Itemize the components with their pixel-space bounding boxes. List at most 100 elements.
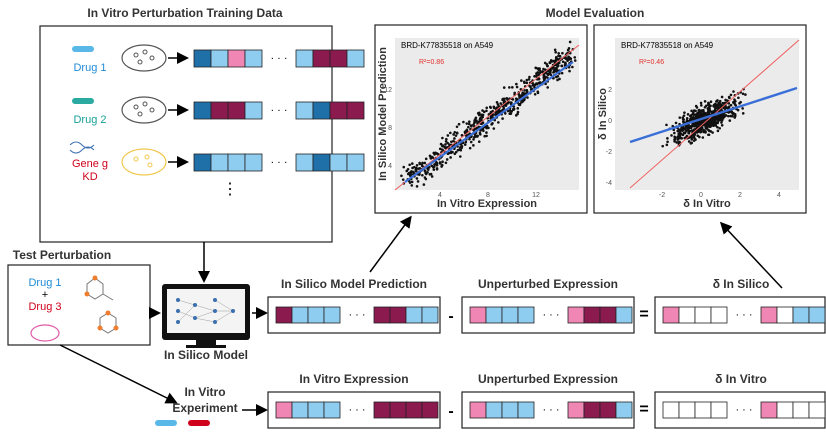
x-axis-label: In Vitro Expression <box>437 198 537 210</box>
cell <box>329 49 348 68</box>
point <box>543 61 547 65</box>
cell <box>291 401 309 419</box>
vector-label: In Silico Model Prediction <box>281 277 427 291</box>
cell <box>694 306 712 324</box>
point <box>730 110 734 113</box>
cell <box>792 306 810 324</box>
cell <box>808 306 826 324</box>
vector-label: Unperturbed Expression <box>478 277 618 291</box>
cell <box>599 401 617 419</box>
point <box>703 100 707 103</box>
point <box>685 134 689 138</box>
point <box>568 69 571 73</box>
point <box>535 73 538 77</box>
point <box>544 71 548 75</box>
point <box>475 120 478 123</box>
point <box>409 174 412 178</box>
point <box>666 140 669 144</box>
point <box>704 104 708 108</box>
point <box>444 161 448 165</box>
point <box>732 101 736 105</box>
point <box>426 171 429 174</box>
point <box>736 108 740 112</box>
ellipsis: · · · <box>270 104 287 116</box>
point <box>517 103 521 106</box>
point <box>685 116 689 120</box>
point <box>456 148 460 152</box>
cell <box>291 306 309 324</box>
point <box>435 167 439 171</box>
point <box>685 126 689 129</box>
cell <box>615 401 633 419</box>
point <box>501 117 504 120</box>
point <box>536 67 540 70</box>
cell <box>295 153 314 172</box>
point <box>453 130 457 134</box>
point <box>446 134 450 137</box>
point <box>695 106 699 109</box>
plot-panel <box>395 38 579 190</box>
point <box>724 98 727 102</box>
experiment-label: Experiment <box>172 401 237 415</box>
point <box>741 107 744 110</box>
point <box>463 130 467 134</box>
cell <box>405 401 423 419</box>
point <box>690 138 694 141</box>
point <box>563 63 567 67</box>
point <box>515 85 519 89</box>
point <box>406 172 410 176</box>
point <box>525 81 529 85</box>
point <box>689 124 693 128</box>
y-tick-label: -4 <box>606 180 612 187</box>
point <box>689 126 693 130</box>
point <box>422 183 426 186</box>
cell <box>776 306 794 324</box>
point <box>405 169 409 173</box>
point <box>502 86 506 89</box>
point <box>453 137 456 140</box>
point <box>462 120 465 124</box>
point <box>526 96 529 99</box>
point <box>451 150 454 154</box>
ellipsis: · · · <box>348 404 365 416</box>
point <box>665 143 669 147</box>
cell <box>312 101 331 120</box>
point <box>472 138 475 141</box>
point <box>534 66 537 70</box>
cell <box>295 49 314 68</box>
point <box>509 101 513 104</box>
point <box>556 78 559 82</box>
point <box>445 158 449 161</box>
point <box>687 132 691 135</box>
point <box>678 116 682 119</box>
point <box>676 129 680 133</box>
point <box>738 102 741 105</box>
gene-label: Gene g <box>72 158 108 170</box>
vector-label: In Vitro Expression <box>299 372 408 386</box>
point <box>528 84 531 88</box>
point <box>440 163 444 167</box>
point <box>525 90 529 93</box>
point <box>554 50 557 54</box>
point <box>490 123 493 126</box>
cell <box>599 306 617 324</box>
point <box>501 98 504 102</box>
cell <box>678 401 696 419</box>
experiment-label: In Vitro <box>184 385 225 399</box>
point <box>495 101 499 104</box>
cell <box>421 306 439 324</box>
point <box>438 147 442 151</box>
point <box>715 99 719 103</box>
point <box>685 119 689 122</box>
point <box>460 133 464 137</box>
point <box>521 91 525 94</box>
point <box>690 109 693 113</box>
cell <box>485 306 503 324</box>
point <box>467 122 471 126</box>
plot-title: BRD-K77835518 on A549 <box>621 41 714 50</box>
point <box>712 123 716 126</box>
point <box>676 136 680 139</box>
cell <box>501 306 519 324</box>
point <box>718 104 722 107</box>
